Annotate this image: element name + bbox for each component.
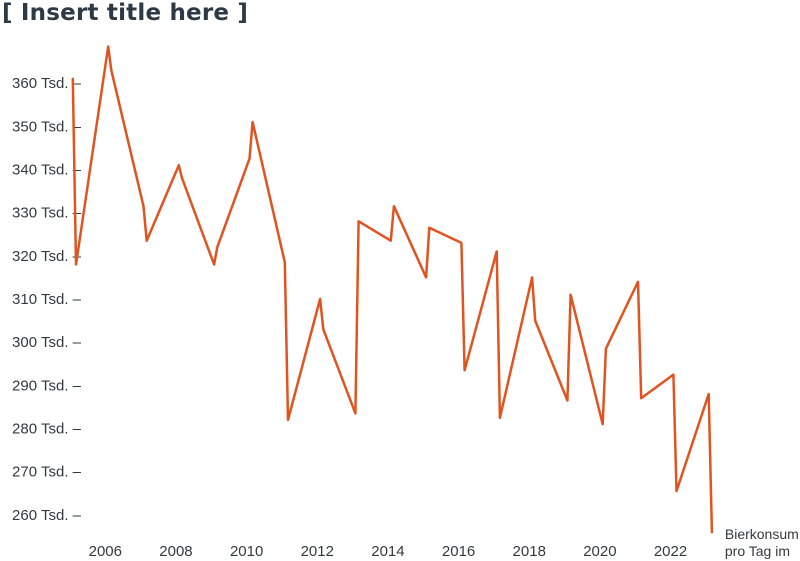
y-tick-label: 300 Tsd. – bbox=[12, 334, 82, 351]
y-tick-label: 330 Tsd. – bbox=[12, 205, 82, 222]
x-tick-label: 2008 bbox=[159, 543, 192, 560]
y-axis-ticks: 260 Tsd. – 270 Tsd. – 280 Tsd. – 290 Tsd. –… bbox=[12, 75, 82, 524]
y-tick-label: 280 Tsd. – bbox=[12, 421, 82, 438]
x-tick-label: 2016 bbox=[442, 543, 475, 560]
x-tick-label: 2010 bbox=[230, 543, 263, 560]
x-tick-label: 2006 bbox=[89, 543, 122, 560]
y-tick-label: 340 Tsd. – bbox=[12, 162, 82, 179]
y-tick-label: 310 Tsd. – bbox=[12, 291, 82, 308]
y-tick-label: 360 Tsd. – bbox=[12, 75, 82, 92]
x-tick-label: 2018 bbox=[513, 543, 546, 560]
y-tick-label: 320 Tsd. – bbox=[12, 248, 82, 265]
series-layer: Bierkonsum pro Tag im bbox=[71, 45, 799, 559]
chart-title: [ Insert title here ] bbox=[2, 0, 249, 26]
x-tick-label: 2020 bbox=[583, 543, 616, 560]
x-tick-label: 2014 bbox=[371, 543, 404, 560]
x-tick-label: 2022 bbox=[654, 543, 687, 560]
y-tick-label: 270 Tsd. – bbox=[12, 464, 82, 481]
series-line bbox=[71, 45, 714, 534]
series-label: Bierkonsum pro Tag im bbox=[725, 526, 799, 559]
x-axis-ticks: 2006 2008 2010 2012 2014 2016 2018 2020 2022 bbox=[89, 543, 688, 560]
y-tick-label: 260 Tsd. – bbox=[12, 507, 82, 524]
y-tick-label: 290 Tsd. – bbox=[12, 377, 82, 394]
x-tick-label: 2012 bbox=[301, 543, 334, 560]
y-tick-label: 350 Tsd. – bbox=[12, 118, 82, 135]
